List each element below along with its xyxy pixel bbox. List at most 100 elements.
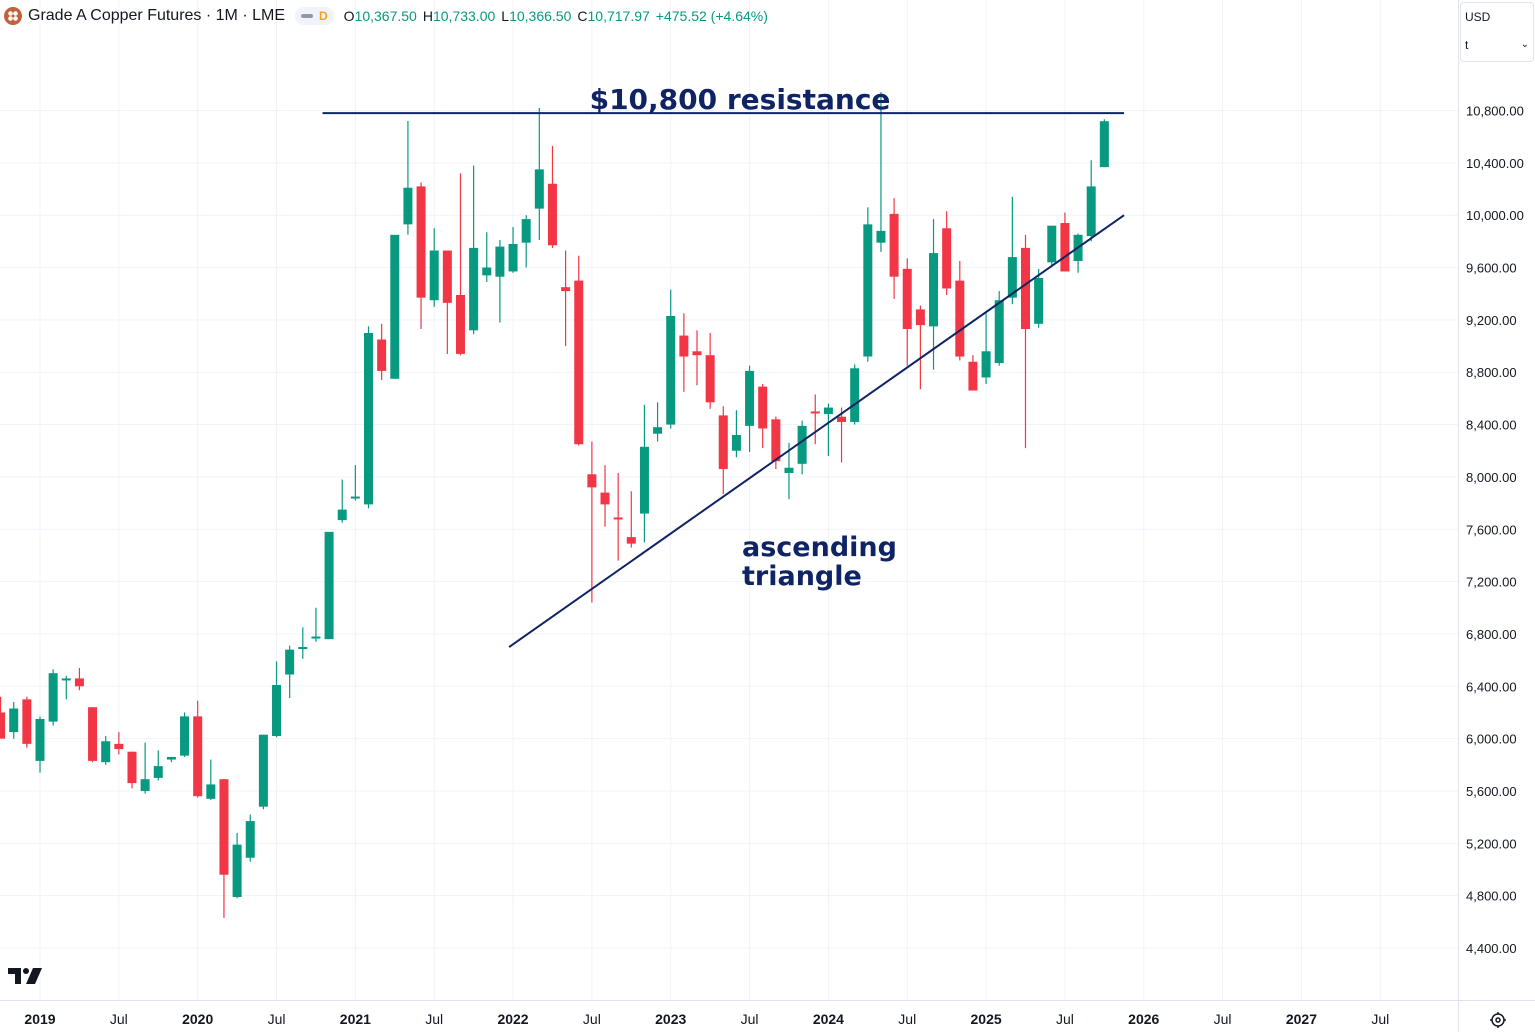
candle-body-up[interactable] bbox=[929, 253, 939, 327]
symbol-legend: Grade A Copper Futures · 1M · LME D O 10,… bbox=[4, 4, 768, 28]
candle-body-up[interactable] bbox=[429, 250, 439, 301]
candle-body-down[interactable] bbox=[1021, 247, 1030, 330]
candle-body-up[interactable] bbox=[653, 427, 663, 434]
candle-body-down[interactable] bbox=[613, 517, 623, 520]
candle-body-up[interactable] bbox=[981, 351, 991, 378]
candle-body-up[interactable] bbox=[469, 247, 479, 331]
candle-body-up[interactable] bbox=[258, 734, 268, 807]
time-tick-label: Jul bbox=[1371, 1011, 1389, 1027]
triangle-label-line1: ascending bbox=[742, 532, 897, 563]
candle-body-down[interactable] bbox=[679, 335, 689, 357]
candle-body-up[interactable] bbox=[324, 531, 334, 640]
candle-body-up[interactable] bbox=[35, 718, 45, 761]
candle-body-up[interactable] bbox=[403, 187, 413, 225]
candle-body-up[interactable] bbox=[337, 509, 347, 521]
candle-body-up[interactable] bbox=[876, 230, 886, 243]
candle-body-up[interactable] bbox=[311, 636, 321, 639]
candle-body-down[interactable] bbox=[416, 186, 426, 298]
candle-body-down[interactable] bbox=[758, 386, 768, 429]
candle-body-up[interactable] bbox=[994, 300, 1004, 364]
candle-body-down[interactable] bbox=[837, 416, 847, 422]
candle-body-down[interactable] bbox=[942, 228, 952, 289]
candle-body-up[interactable] bbox=[48, 673, 58, 722]
candle-body-up[interactable] bbox=[140, 779, 150, 791]
candle-body-down[interactable] bbox=[810, 411, 820, 414]
candle-body-up[interactable] bbox=[166, 756, 176, 760]
candle-body-up[interactable] bbox=[731, 435, 741, 451]
candle-body-down[interactable] bbox=[574, 280, 584, 445]
candle-body-down[interactable] bbox=[692, 351, 702, 356]
candle-body-down[interactable] bbox=[968, 361, 978, 391]
candle-body-up[interactable] bbox=[1047, 225, 1057, 263]
candle-body-down[interactable] bbox=[193, 716, 203, 797]
candle-body-down[interactable] bbox=[771, 419, 781, 462]
candle-body-up[interactable] bbox=[364, 332, 373, 505]
candle-body-up[interactable] bbox=[232, 844, 242, 897]
candle-body-down[interactable] bbox=[1060, 223, 1070, 272]
candle-body-down[interactable] bbox=[889, 213, 899, 277]
candle-body-up[interactable] bbox=[508, 243, 518, 272]
candle-body-down[interactable] bbox=[377, 339, 387, 371]
candle-body-up[interactable] bbox=[495, 246, 505, 277]
eye-icon[interactable] bbox=[301, 14, 313, 18]
candle-body-up[interactable] bbox=[534, 169, 544, 209]
candle-body-up[interactable] bbox=[153, 766, 163, 778]
candle-body-down[interactable] bbox=[127, 751, 137, 784]
candle-body-up[interactable] bbox=[272, 684, 282, 737]
candle-body-down[interactable] bbox=[915, 309, 925, 326]
candle-body-up[interactable] bbox=[101, 741, 111, 763]
candle-body-up[interactable] bbox=[1086, 186, 1096, 237]
candle-body-up[interactable] bbox=[482, 267, 492, 276]
symbol-title[interactable]: Grade A Copper Futures · 1M · LME bbox=[28, 7, 285, 24]
candle-body-up[interactable] bbox=[666, 315, 676, 425]
unit-select[interactable]: t ⌄ bbox=[1461, 31, 1533, 59]
candle-body-down[interactable] bbox=[219, 779, 229, 875]
tradingview-logo-icon[interactable] bbox=[8, 966, 44, 986]
candle-body-up[interactable] bbox=[245, 821, 255, 858]
candle-body-up[interactable] bbox=[180, 716, 190, 756]
candle-body-down[interactable] bbox=[955, 280, 965, 357]
visibility-pill[interactable]: D bbox=[295, 7, 334, 25]
candle-body-down[interactable] bbox=[0, 712, 6, 739]
candle-body-down[interactable] bbox=[88, 707, 98, 761]
candle-body-down[interactable] bbox=[561, 287, 571, 292]
candle-body-down[interactable] bbox=[705, 355, 715, 403]
candle-body-up[interactable] bbox=[9, 708, 19, 733]
candle-body-down[interactable] bbox=[600, 492, 610, 505]
candle-body-up[interactable] bbox=[745, 370, 755, 426]
candle-body-down[interactable] bbox=[547, 183, 557, 246]
candle-body-up[interactable] bbox=[390, 234, 400, 379]
candle-body-up[interactable] bbox=[206, 784, 216, 799]
candle-body-up[interactable] bbox=[285, 649, 295, 675]
settings-gear-icon[interactable] bbox=[1488, 1010, 1508, 1030]
candle-body-up[interactable] bbox=[784, 467, 794, 473]
candle-body-up[interactable] bbox=[1034, 278, 1044, 324]
price-tick-label: 8,800.00 bbox=[1466, 365, 1517, 380]
candle-body-down[interactable] bbox=[442, 250, 452, 303]
candle-body-up[interactable] bbox=[639, 446, 649, 514]
candle-body-down[interactable] bbox=[718, 415, 728, 470]
candle-body-down[interactable] bbox=[74, 678, 84, 687]
time-tick-label: 2023 bbox=[655, 1011, 686, 1027]
candle-body-up[interactable] bbox=[797, 425, 807, 464]
ascending-trendline[interactable] bbox=[508, 214, 1125, 648]
candle-body-down[interactable] bbox=[626, 537, 636, 544]
candle-body-up[interactable] bbox=[61, 678, 71, 681]
candle-body-down[interactable] bbox=[455, 295, 465, 354]
candle-body-up[interactable] bbox=[863, 224, 873, 357]
candle-body-down[interactable] bbox=[587, 474, 597, 488]
candle-body-up[interactable] bbox=[350, 496, 360, 499]
candle-body-up[interactable] bbox=[1007, 257, 1017, 298]
candle-body-up[interactable] bbox=[521, 219, 531, 243]
candle-body-up[interactable] bbox=[298, 647, 308, 650]
candle-body-up[interactable] bbox=[850, 368, 860, 422]
candle-body-up[interactable] bbox=[1099, 121, 1109, 168]
candle-body-down[interactable] bbox=[114, 743, 124, 750]
currency-select[interactable]: USD bbox=[1461, 3, 1533, 31]
time-tick-label: 2025 bbox=[971, 1011, 1002, 1027]
candle-body-down[interactable] bbox=[902, 268, 912, 330]
price-scale-unit-selector[interactable]: USD t ⌄ bbox=[1460, 2, 1534, 62]
candle-body-down[interactable] bbox=[22, 699, 32, 744]
candle-body-up[interactable] bbox=[823, 407, 833, 415]
